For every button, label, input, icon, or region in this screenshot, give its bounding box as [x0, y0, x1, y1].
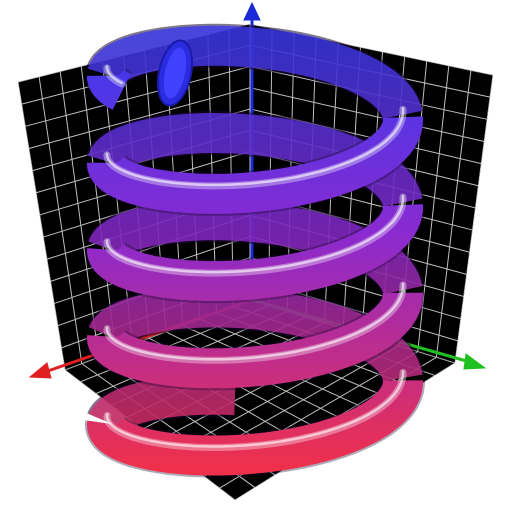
blue-arrow-icon	[243, 1, 261, 21]
red-arrow-icon	[28, 362, 52, 379]
helix-tube	[84, 23, 426, 478]
tube-end-cap	[156, 39, 194, 107]
green-arrow-icon	[463, 353, 487, 370]
